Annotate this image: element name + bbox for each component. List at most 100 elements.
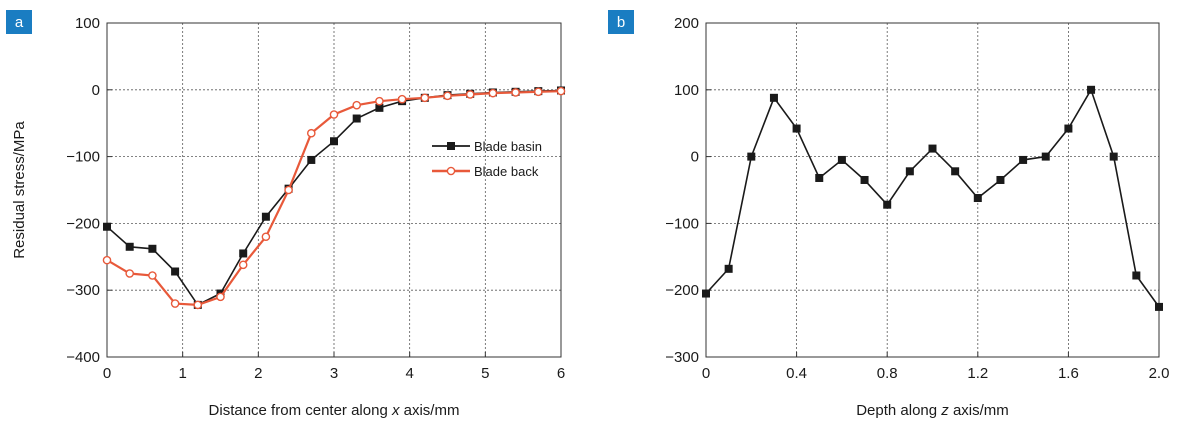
panel-b-series-point [996, 175, 1005, 184]
panel-b-series-point [1155, 302, 1163, 311]
panel-b-series [702, 85, 1163, 311]
panel-b-x-tick-label: 2.0 [1149, 365, 1170, 382]
panel-a-y-axis-label: Residual stress/MPa [11, 121, 28, 259]
panel-b-plot-frame [705, 22, 1160, 358]
panel-a-badge-label: a [15, 14, 24, 31]
panel-b-x-tick-label: 0.4 [786, 365, 807, 382]
panel-a-blade-basin-point [375, 103, 384, 112]
panel-b-y-tick-label: −100 [665, 215, 699, 232]
panel-a-blade-basin-point [103, 222, 111, 231]
panel-b-series-point [702, 289, 710, 298]
panel-a-x-tick-label: 1 [178, 365, 186, 382]
panel-b-series-point [724, 264, 733, 273]
panel-b-series-point [1019, 155, 1028, 164]
panel-a-badge [6, 10, 32, 34]
panel-a-x-tick-label: 5 [481, 365, 489, 382]
panel-a-ticks: 0 1 2 3 4 5 6 100 0 −100 −200 −300 −400 [66, 15, 565, 382]
panel-a-blade-back-point [170, 299, 180, 308]
panel-a-blade-back-point [352, 100, 362, 110]
panel-b-y-tick-label: −300 [665, 349, 699, 366]
panel-b-y-tick-label: 200 [674, 15, 699, 32]
panel-a-blade-back-point [420, 93, 430, 103]
panel-a-x-axis-label-var: x [391, 402, 400, 419]
panel-b-series-point [973, 194, 982, 203]
panel-a-blade-back-point [488, 88, 498, 98]
panel-a-legend-blade-back-marker [446, 166, 456, 176]
panel-b-badge-label: b [617, 14, 625, 31]
panel-a-blade-back-point [148, 271, 157, 280]
panel-b-series-line [705, 87, 1160, 308]
panel-a-blade-basin-point [171, 267, 180, 276]
panel-b-series-point [860, 175, 869, 184]
panel-b-series-point [815, 173, 824, 182]
panel-a-x-axis-label-suffix: axis/mm [399, 402, 459, 419]
panel-a-series [102, 86, 566, 310]
panel-b-y-tick-label: 0 [691, 149, 699, 166]
panel-b-series-point [1132, 271, 1141, 280]
panel-a-x-axis-label-prefix: Distance from center along [209, 402, 392, 419]
panel-a-x-tick-label: 2 [254, 365, 262, 382]
panel-b-x-axis-label: Depth along z axis/mm [856, 402, 1009, 419]
panel-b-series-point [883, 200, 892, 209]
panel-a-blade-back-point [193, 300, 203, 310]
chart-panel-b: b 0 0.4 0.8 1.2 1.6 2.0 200 100 0 −100 −200 −300 De… [608, 10, 1169, 419]
panel-b-x-tick-label: 0 [702, 365, 710, 382]
panel-a-blade-basin-point [307, 155, 316, 164]
panel-a-blade-back-point [284, 185, 293, 195]
panel-b-series-point [1041, 152, 1050, 161]
panel-a-blade-back-point [534, 87, 543, 97]
panel-b-badge [608, 10, 634, 34]
panel-a-blade-back-point [375, 96, 384, 106]
panel-a-blade-back-point [102, 255, 112, 265]
panel-a-x-tick-label: 3 [330, 365, 338, 382]
panel-a-blade-back-point [465, 90, 475, 99]
panel-a-blade-back-point [238, 260, 248, 270]
panel-a-blade-back-point [511, 88, 520, 97]
panel-b-x-tick-label: 0.8 [877, 365, 898, 382]
panel-b-x-axis-label-suffix: axis/mm [949, 402, 1009, 419]
panel-a-blade-basin-point [239, 249, 248, 258]
panel-a-y-tick-label: −100 [66, 149, 100, 166]
panel-a-blade-basin-point [352, 114, 361, 123]
panel-a-y-tick-label: 100 [75, 15, 100, 32]
panel-a-blade-back-point [443, 91, 452, 101]
panel-a-blade-back-point [216, 292, 225, 302]
panel-b-x-tick-label: 1.6 [1058, 365, 1079, 382]
panel-b-x-tick-label: 1.2 [967, 365, 988, 382]
panel-b-ticks: 0 0.4 0.8 1.2 1.6 2.0 200 100 0 −100 −200 −300 [665, 15, 1169, 382]
panel-a-legend-blade-back-label: Blade back [474, 164, 539, 179]
panel-b-y-tick-label: −200 [665, 282, 699, 299]
panel-a-x-tick-label: 6 [557, 365, 565, 382]
panel-b-series-point [837, 155, 846, 164]
panel-a-y-tick-label: −400 [66, 349, 100, 366]
panel-a-blade-back-point [556, 86, 566, 96]
panel-a-blade-basin-point [125, 242, 134, 251]
panel-a-blade-back-point [306, 128, 316, 138]
panel-a-x-tick-label: 4 [405, 365, 413, 382]
panel-b-y-tick-label: 100 [674, 82, 699, 99]
panel-b-x-axis-label-var: z [940, 402, 949, 419]
panel-a-y-tick-label: 0 [92, 82, 100, 99]
panel-b-series-point [769, 93, 778, 102]
panel-b-grid [706, 23, 1159, 357]
panel-a-legend-blade-basin-label: Blade basin [474, 139, 542, 154]
panel-a-blade-back-point [329, 110, 339, 119]
panel-b-series-point [928, 144, 937, 153]
panel-a-blade-back-point [125, 269, 134, 278]
panel-b-series-point [747, 152, 756, 161]
panel-b-series-point [1087, 85, 1096, 94]
panel-a-y-tick-label: −200 [66, 215, 100, 232]
panel-b-series-point [1064, 124, 1073, 133]
panel-b-x-axis-label-prefix: Depth along [856, 402, 941, 419]
chart-panel-a: a 0 1 2 3 4 5 6 100 0 −100 −200 −300 −400 Blade basi… [6, 10, 566, 419]
panel-a-x-tick-label: 0 [103, 365, 111, 382]
panel-b-series-point [905, 167, 914, 176]
panel-a-legend: Blade basin Blade back [432, 139, 542, 179]
panel-b-series-point [951, 167, 960, 176]
panel-a-blade-basin-point [330, 137, 338, 146]
panel-a-y-tick-label: −300 [66, 282, 100, 299]
panel-a-blade-back-point [261, 232, 271, 242]
panel-a-legend-blade-basin-marker [447, 142, 455, 150]
panel-a-blade-basin-point [261, 212, 270, 221]
